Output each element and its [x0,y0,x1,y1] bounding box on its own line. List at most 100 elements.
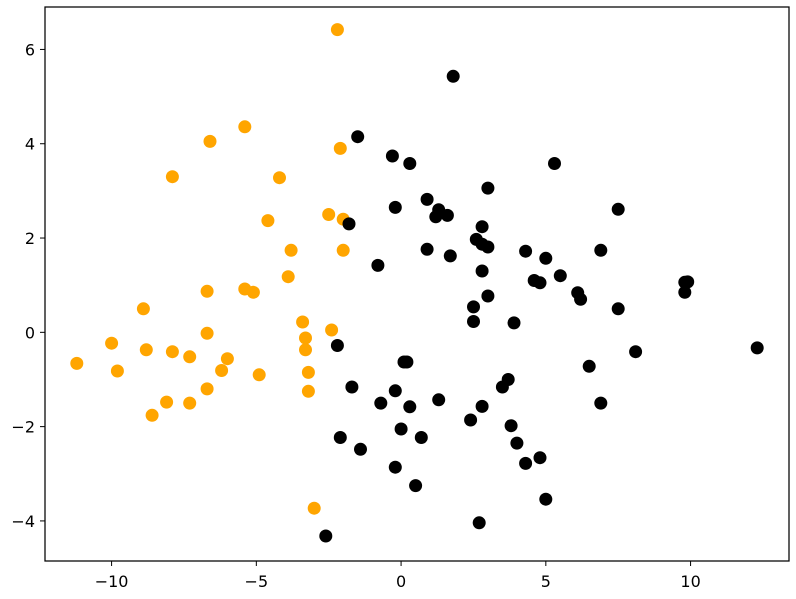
scatter-point [385,149,399,163]
scatter-point [394,422,408,436]
scatter-point [388,200,402,214]
scatter-point [409,479,423,493]
y-axis: −4 −2 0 2 4 6 [11,40,45,531]
scatter-point [110,364,124,378]
scatter-point [330,23,344,37]
scatter-point [481,181,495,195]
scatter-point [414,431,428,444]
scatter-point [299,331,312,345]
scatter-point [495,380,509,394]
scatter-point [403,400,417,414]
y-tick-label: 0 [25,323,35,342]
scatter-point [342,217,356,231]
scatter-point [296,315,310,329]
scatter-point [429,210,443,224]
scatter-point [510,436,524,450]
scatter-point [322,208,336,221]
scatter-point [533,276,547,290]
scatter-point [594,396,608,410]
scatter-point [160,395,174,409]
scatter-point [533,451,547,465]
x-tick-label: 0 [396,572,406,591]
plot-frame [44,6,790,562]
scatter-point [333,431,347,444]
scatter-point [301,365,315,379]
scatter-point [388,460,402,474]
scatter-point [403,157,417,170]
scatter-point [273,171,286,185]
scatter-point [553,269,567,283]
scatter-point [203,134,217,148]
scatter-point [388,384,402,398]
scatter-point [432,393,446,407]
y-tick-label: 6 [25,40,35,59]
x-axis: −10 −5 0 5 10 [95,561,701,591]
scatter-point [481,289,495,303]
scatter-point [345,380,359,394]
y-tick-label: 4 [25,135,35,154]
scatter-point [750,341,764,355]
scatter-point [548,157,561,170]
scatter-point [420,192,434,206]
scatter-point [333,141,347,155]
scatter-point [467,300,480,314]
scatter-point [200,382,214,396]
scatter-point [200,326,214,340]
scatter-point [611,302,625,316]
scatter-point [681,275,695,289]
scatter-point [507,316,521,330]
y-tick-label: 2 [25,229,35,248]
x-tick-label: −10 [95,572,129,591]
scatter-point [238,120,252,134]
scatter-point [539,251,553,265]
scatter-point [574,292,588,306]
scatter-point [325,323,339,337]
scatter-point [330,339,344,352]
scatter-point [374,396,388,410]
scatter-point [371,258,385,272]
scatter-point [70,356,84,370]
scatter-point [220,352,234,366]
scatter-point [200,284,214,298]
scatter-point [475,264,489,278]
scatter-point [582,359,596,373]
scatter-point [284,243,298,257]
scatter-point [467,315,480,328]
x-tick-label: 10 [680,572,700,591]
scatter-point [246,285,260,299]
scatter-point [539,492,553,506]
scatter-point [183,350,197,364]
scatter-point [165,170,179,184]
scatter-point [299,343,312,357]
y-tick-label: −2 [11,418,35,437]
scatter-point [504,419,518,433]
scatter-point [136,302,150,316]
scatter-point [307,501,321,515]
scatter-point [351,130,365,144]
scatter-point [400,355,414,369]
scatter-point [215,364,229,377]
scatter-point [475,399,489,413]
scatter-point [519,456,533,470]
scatter-point [281,270,295,284]
scatter-point [472,516,486,530]
scatter-point [475,220,489,234]
scatter-point [336,243,350,257]
scatter-point [519,244,533,258]
scatter-point [301,384,315,398]
scatter-point [319,529,333,543]
x-tick-label: 5 [541,572,551,591]
scatter-point [261,214,275,228]
scatter-point [440,208,454,222]
scatter-point [678,285,692,299]
scatter-point [252,368,266,382]
scatter-point [464,413,478,427]
scatter-point [420,242,434,256]
scatter-point [139,343,153,357]
scatter-point [183,396,197,410]
scatter-point [594,243,608,257]
scatter-point [629,345,643,359]
scatter-point [446,69,460,83]
